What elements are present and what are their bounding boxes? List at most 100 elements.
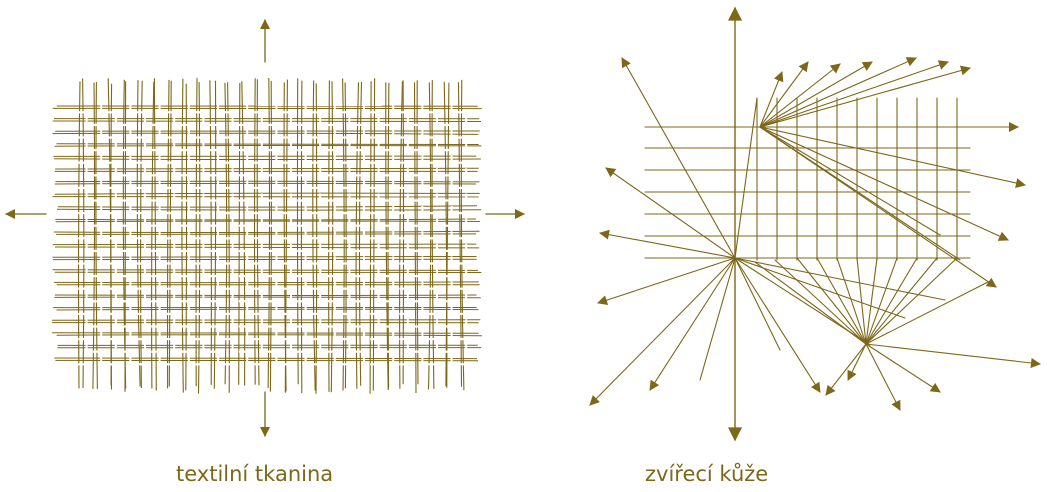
interlace-gap	[268, 250, 275, 252]
interlace-gap	[326, 124, 333, 126]
interlace-gap	[436, 294, 438, 300]
interlace-gap	[429, 111, 436, 113]
interlace-gap	[326, 300, 333, 302]
interlace-gap	[458, 288, 465, 290]
weft-thread	[54, 282, 479, 283]
interlace-gap	[202, 294, 204, 300]
interlace-gap	[385, 351, 392, 353]
interlace-gap	[275, 206, 277, 212]
interlace-gap	[363, 307, 365, 313]
interlace-gap	[100, 307, 102, 313]
interlace-gap	[253, 288, 260, 290]
interlace-gap	[341, 136, 348, 138]
interlace-gap	[297, 124, 304, 126]
interlace-gap	[312, 338, 319, 340]
interlace-gap	[297, 174, 304, 176]
interlace-gap	[429, 162, 436, 164]
weft-thread	[55, 193, 480, 194]
interlace-gap	[129, 181, 131, 187]
interlace-gap	[421, 130, 423, 136]
interlace-gap	[137, 111, 144, 113]
interlace-gap	[239, 250, 246, 252]
interlace-gap	[224, 288, 231, 290]
interlace-gap	[443, 225, 450, 227]
interlace-gap	[458, 212, 465, 214]
interlace-gap	[202, 168, 204, 174]
interlace-gap	[224, 313, 231, 315]
interlace-gap	[232, 244, 234, 250]
interlace-gap	[246, 332, 248, 338]
interlace-gap	[290, 345, 292, 351]
interlace-gap	[443, 351, 450, 353]
interlace-gap	[326, 351, 333, 353]
interlace-gap	[290, 118, 292, 124]
interlace-gap	[348, 193, 350, 199]
fiber-arrow	[760, 127, 1025, 185]
interlace-gap	[86, 319, 88, 325]
interlace-gap	[334, 231, 336, 237]
interlace-gap	[436, 244, 438, 250]
interlace-gap	[129, 130, 131, 136]
interlace-gap	[232, 168, 234, 174]
interlace-gap	[312, 212, 319, 214]
interlace-gap	[239, 275, 246, 277]
interlace-gap	[159, 105, 161, 111]
interlace-gap	[224, 262, 231, 264]
warp-thread	[285, 80, 287, 393]
interlace-gap	[370, 136, 377, 138]
interlace-gap	[436, 319, 438, 325]
interlace-gap	[348, 219, 350, 225]
interlace-gap	[232, 219, 234, 225]
interlace-gap	[144, 219, 146, 225]
interlace-gap	[253, 338, 260, 340]
interlace-gap	[385, 225, 392, 227]
interlace-gap	[86, 168, 88, 174]
warp-thread	[356, 82, 358, 388]
interlace-gap	[297, 351, 304, 353]
interlace-gap	[129, 231, 131, 237]
interlace-gap	[363, 231, 365, 237]
interlace-gap	[100, 357, 102, 363]
interlace-gap	[392, 256, 394, 262]
fiber-arrow	[866, 344, 900, 410]
interlace-gap	[392, 282, 394, 288]
interlace-gap	[421, 357, 423, 363]
interlace-gap	[122, 325, 129, 327]
grid-extra-line	[735, 98, 757, 258]
woven-fabric-panel	[6, 20, 524, 436]
interlace-gap	[326, 275, 333, 277]
interlace-gap	[334, 256, 336, 262]
interlace-gap	[370, 237, 377, 239]
interlace-gap	[180, 149, 187, 151]
interlace-gap	[129, 307, 131, 313]
interlace-gap	[458, 162, 465, 164]
interlace-gap	[305, 231, 307, 237]
interlace-gap	[421, 156, 423, 162]
interlace-gap	[451, 130, 453, 136]
interlace-gap	[78, 363, 85, 365]
interlace-gap	[297, 225, 304, 227]
interlace-gap	[275, 332, 277, 338]
interlace-gap	[107, 162, 114, 164]
interlace-gap	[436, 269, 438, 275]
interlace-gap	[407, 244, 409, 250]
interlace-gap	[436, 219, 438, 225]
interlace-gap	[414, 351, 421, 353]
interlace-gap	[348, 269, 350, 275]
interlace-gap	[370, 313, 377, 315]
interlace-gap	[202, 345, 204, 351]
interlace-gap	[100, 332, 102, 338]
interlace-gap	[232, 193, 234, 199]
interlace-gap	[137, 338, 144, 340]
interlace-gap	[341, 162, 348, 164]
interlace-gap	[458, 262, 465, 264]
interlace-gap	[312, 313, 319, 315]
hide-fiber-arrows	[590, 58, 1040, 410]
warp-thread	[429, 82, 431, 389]
interlace-gap	[341, 338, 348, 340]
interlace-gap	[188, 206, 190, 212]
interlace-gap	[370, 212, 377, 214]
interlace-gap	[341, 111, 348, 113]
interlace-gap	[210, 250, 217, 252]
interlace-gap	[378, 345, 380, 351]
